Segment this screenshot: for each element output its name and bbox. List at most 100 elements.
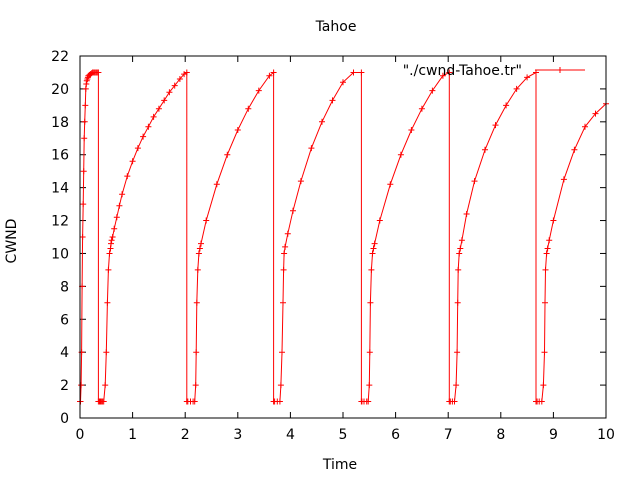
- data-point: [81, 118, 88, 125]
- data-point: [376, 217, 383, 224]
- data-point: [455, 266, 462, 273]
- data-point: [193, 299, 200, 306]
- data-point: [102, 382, 109, 389]
- data-point: [103, 349, 110, 356]
- y-tick-label: 2: [60, 378, 69, 394]
- data-point: [176, 76, 183, 82]
- data-point: [279, 349, 285, 356]
- data-point: [538, 398, 545, 405]
- data-point: [234, 127, 241, 133]
- data-point: [145, 123, 152, 130]
- y-tick-label: 18: [51, 115, 69, 131]
- data-point: [371, 240, 378, 247]
- data-point: [150, 113, 157, 120]
- data-point: [192, 382, 199, 389]
- data-point: [80, 168, 87, 175]
- x-tick-label: 7: [444, 427, 453, 443]
- x-tick-label: 5: [339, 427, 348, 443]
- y-tick-label: 14: [51, 181, 69, 197]
- y-tick-label: 20: [51, 82, 69, 98]
- data-point: [492, 122, 499, 129]
- series-markers: [77, 69, 609, 405]
- data-point: [106, 250, 113, 257]
- y-tick-label: 16: [51, 148, 69, 164]
- data-point: [245, 105, 252, 112]
- data-point: [397, 151, 404, 158]
- data-point: [266, 72, 273, 79]
- legend-swatch-marker: [557, 67, 563, 73]
- data-point: [171, 82, 178, 89]
- series-line: [80, 71, 607, 402]
- data-point: [193, 349, 200, 356]
- series-layer: [77, 69, 609, 405]
- data-point: [155, 105, 162, 112]
- data-point: [280, 266, 287, 273]
- data-point: [196, 245, 203, 252]
- data-point: [134, 145, 141, 152]
- data-point: [124, 173, 131, 180]
- data-point: [161, 97, 168, 104]
- data-point: [277, 382, 284, 389]
- data-point: [213, 181, 220, 188]
- y-tick-label: 10: [51, 246, 69, 262]
- data-point: [290, 207, 296, 214]
- x-tick-label: 9: [549, 427, 558, 443]
- y-tick-label: 0: [60, 411, 69, 427]
- data-point: [453, 382, 460, 389]
- data-point: [284, 230, 291, 237]
- x-tick-label: 1: [128, 427, 137, 443]
- x-tick-label: 6: [391, 427, 400, 443]
- data-point: [458, 237, 465, 244]
- data-point: [366, 349, 373, 356]
- data-point: [513, 85, 520, 92]
- data-point: [446, 69, 453, 76]
- data-point: [542, 299, 548, 306]
- data-point: [582, 123, 588, 130]
- data-point: [113, 214, 120, 221]
- data-point: [140, 133, 147, 140]
- x-tick-label: 8: [496, 427, 505, 443]
- legend-label: "./cwnd-Tahoe.tr": [403, 63, 522, 79]
- data-point: [368, 266, 375, 273]
- data-point: [541, 349, 548, 356]
- data-point: [366, 382, 373, 389]
- data-point: [280, 299, 286, 306]
- data-point: [358, 69, 365, 76]
- data-point: [194, 266, 201, 273]
- data-point: [456, 250, 463, 257]
- data-point: [571, 146, 578, 153]
- y-tick-label: 6: [60, 312, 69, 328]
- x-tick-label: 0: [76, 427, 85, 443]
- data-point: [482, 146, 488, 153]
- data-point: [365, 398, 372, 405]
- data-point: [367, 299, 374, 306]
- data-point: [119, 191, 126, 198]
- data-point: [592, 110, 599, 117]
- data-point: [111, 225, 118, 232]
- data-point: [82, 102, 89, 109]
- data-point: [276, 398, 283, 405]
- data-point: [282, 243, 289, 250]
- data-point: [463, 211, 470, 217]
- data-point: [369, 250, 376, 257]
- data-point: [308, 145, 315, 152]
- x-tick-label: 10: [597, 427, 615, 443]
- data-point: [550, 217, 557, 224]
- data-point: [370, 245, 377, 252]
- data-point: [451, 398, 458, 405]
- data-point: [542, 266, 549, 273]
- data-point: [129, 158, 136, 165]
- data-point: [203, 217, 210, 224]
- data-point: [544, 245, 551, 252]
- y-axis-label: CWND: [4, 219, 20, 264]
- data-point: [329, 97, 336, 104]
- data-point: [454, 349, 461, 356]
- y-tick-label: 22: [51, 49, 69, 65]
- data-point: [191, 398, 198, 405]
- data-point: [540, 382, 547, 389]
- data-point: [78, 382, 85, 389]
- data-point: [79, 234, 86, 240]
- data-point: [109, 234, 116, 240]
- x-tick-label: 3: [233, 427, 242, 443]
